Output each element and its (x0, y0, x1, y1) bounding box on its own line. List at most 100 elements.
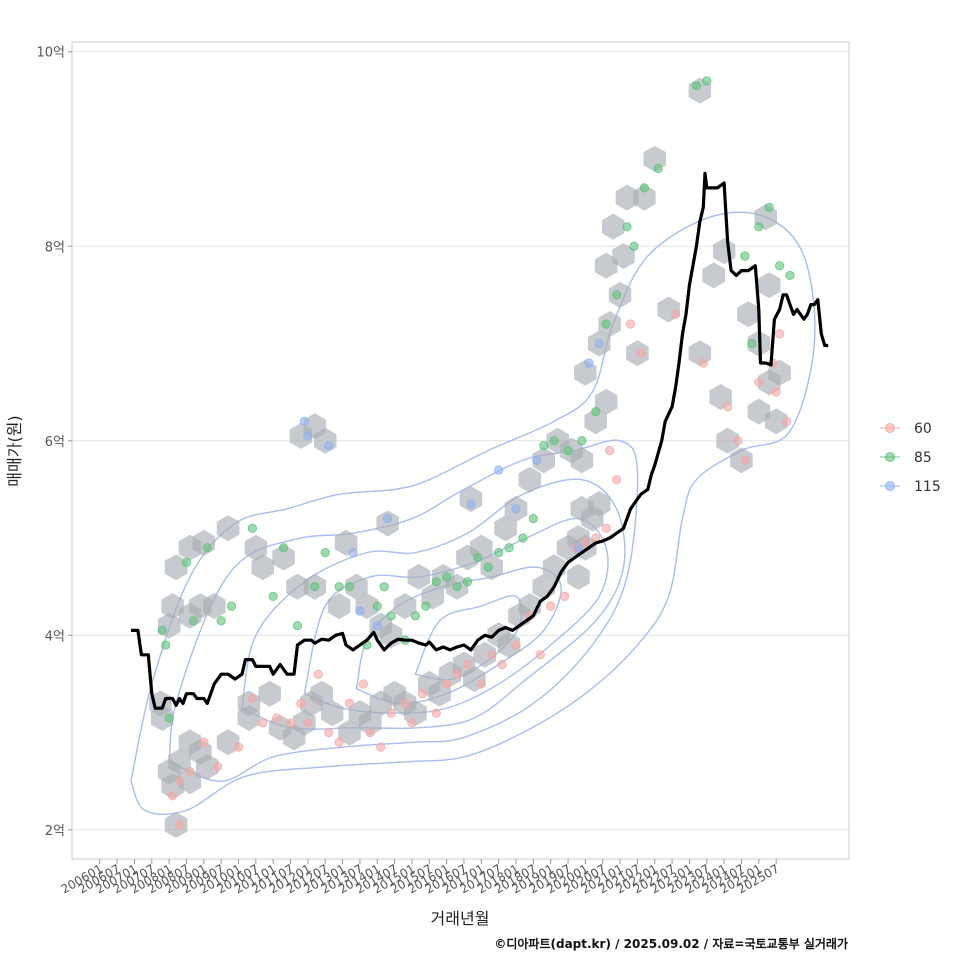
point-60 (611, 475, 622, 485)
trend-line (131, 171, 829, 710)
legend: 60 85 115 (880, 421, 941, 495)
point-60 (247, 693, 257, 704)
point-85 (379, 582, 389, 592)
hexbin (584, 408, 607, 435)
hexbin (612, 243, 635, 269)
point-60 (213, 762, 223, 772)
point-60 (174, 776, 185, 786)
point-60 (601, 523, 611, 533)
point-60 (497, 659, 507, 670)
hexbin (737, 301, 760, 328)
point-85 (320, 548, 330, 558)
hexbin (407, 563, 431, 590)
point-85 (528, 513, 538, 524)
hexbin (570, 495, 594, 522)
point-60 (185, 766, 195, 777)
hexbin (244, 534, 268, 561)
hexbin (615, 184, 639, 211)
hexbin (567, 563, 590, 590)
point-85 (216, 616, 226, 626)
point-85 (202, 543, 212, 553)
point-60 (754, 377, 764, 388)
hexbin (588, 491, 611, 517)
point-115 (299, 416, 310, 426)
y-tick-label: 6억 (45, 435, 65, 450)
point-115 (355, 606, 365, 616)
point-85 (518, 533, 528, 543)
hexbin (570, 447, 594, 474)
point-115 (532, 455, 542, 465)
point-60 (400, 698, 410, 708)
point-85 (494, 548, 504, 558)
point-85 (754, 222, 764, 232)
hexbin (633, 184, 656, 211)
y-axis-ticks: 2억 4억 6억 8억 10억 (36, 46, 72, 839)
hexbin (594, 252, 618, 279)
point-85 (164, 713, 174, 723)
point-85 (483, 562, 493, 572)
point-60 (167, 791, 178, 801)
point-60 (722, 402, 733, 412)
hexbin (716, 427, 739, 454)
hexbin (518, 466, 542, 493)
point-115 (584, 358, 594, 368)
trend-path (131, 171, 829, 710)
hexbin (393, 593, 417, 620)
hexbin (764, 408, 788, 435)
hexbin (345, 573, 368, 600)
point-85 (622, 222, 632, 232)
point-60 (625, 319, 636, 329)
hexbin (379, 622, 403, 649)
point-85 (775, 261, 785, 271)
point-85 (431, 577, 441, 587)
hexbin (168, 748, 191, 775)
point-85 (462, 577, 473, 587)
x-axis-title: 거래년월 (431, 909, 490, 928)
point-115 (511, 504, 521, 514)
hexbin (376, 510, 399, 537)
point-60 (431, 708, 441, 718)
point-85 (344, 582, 355, 592)
hexbin (494, 515, 517, 542)
hexbin (216, 515, 240, 542)
point-60 (740, 455, 750, 465)
point-85 (747, 338, 757, 349)
y-tick-label: 4억 (45, 629, 65, 644)
density-contour (241, 478, 626, 730)
point-60 (365, 727, 375, 738)
hexbin (712, 238, 736, 265)
point-85 (549, 436, 559, 446)
point-85 (161, 640, 171, 650)
hexbin (216, 729, 240, 756)
hexbin (320, 700, 344, 727)
y-tick-label: 8억 (45, 240, 65, 255)
point-85 (410, 611, 421, 621)
point-115 (372, 620, 382, 631)
point-60 (511, 640, 521, 650)
point-60 (781, 416, 792, 426)
point-85 (539, 441, 549, 451)
point-85 (639, 183, 649, 193)
point-85 (591, 406, 601, 417)
point-60 (698, 358, 708, 368)
hexbin (532, 447, 555, 474)
point-60 (199, 737, 209, 747)
point-85 (372, 601, 382, 611)
point-60 (285, 718, 296, 728)
density-contours (130, 211, 816, 816)
plot-panel-border (71, 41, 850, 860)
y-axis-title: 매매가(원) (5, 415, 24, 486)
hexbin (459, 486, 483, 513)
point-115 (466, 499, 476, 509)
legend-key-dot (885, 481, 895, 491)
point-85 (278, 543, 289, 553)
density-contour (130, 211, 816, 816)
point-60 (605, 445, 615, 456)
point-85 (181, 557, 192, 567)
hexbin (258, 680, 281, 707)
point-115 (348, 548, 358, 558)
point-60 (344, 698, 355, 708)
point-85 (764, 202, 774, 212)
hexbin (702, 262, 725, 289)
point-60 (174, 820, 185, 830)
